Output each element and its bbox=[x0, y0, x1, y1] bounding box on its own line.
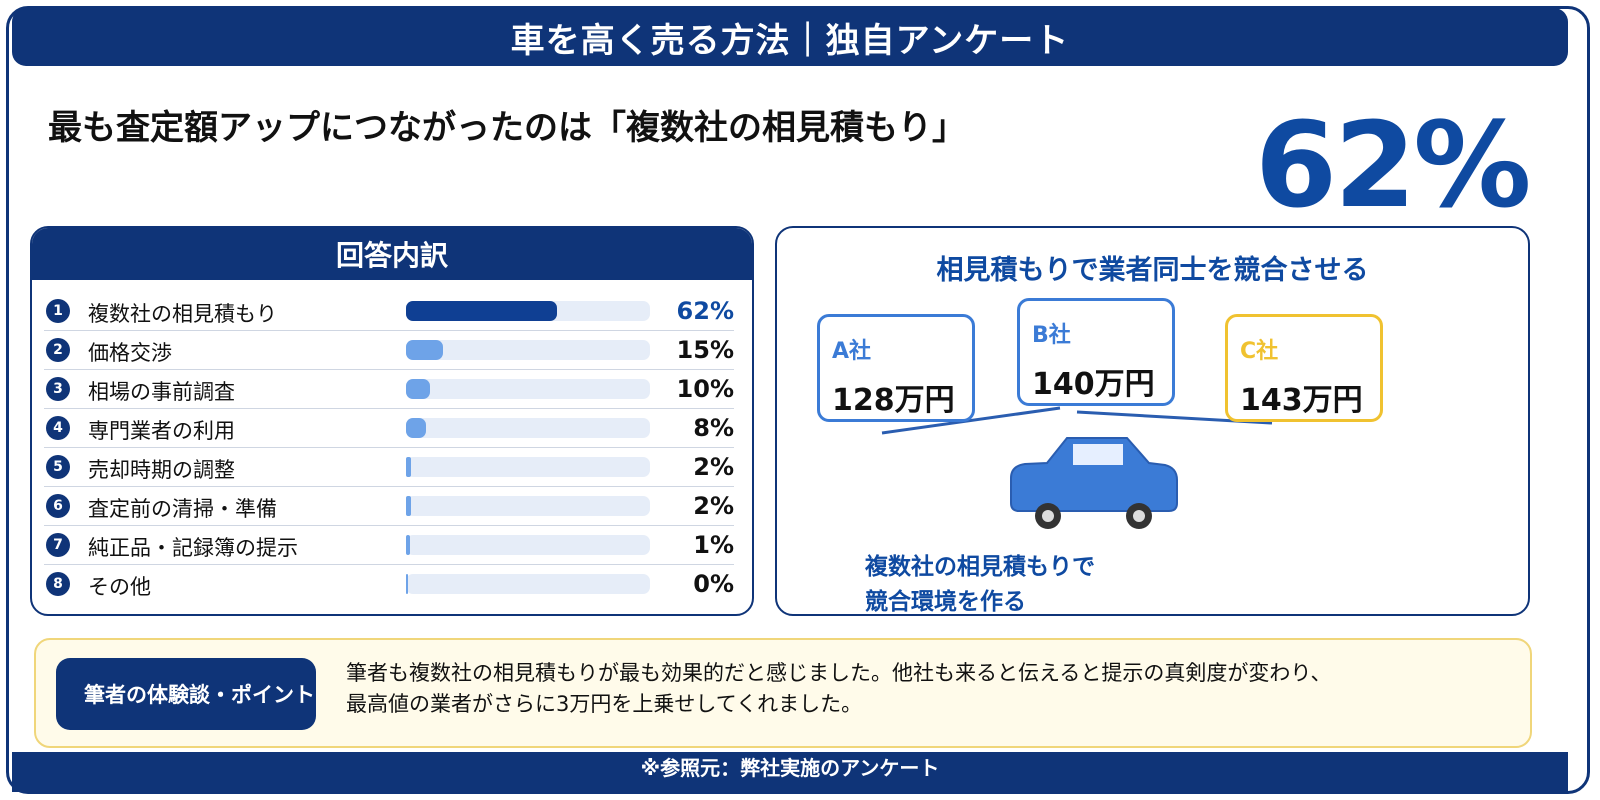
row-percentage: 2% bbox=[693, 492, 734, 520]
rank-badge: 8 bbox=[46, 572, 70, 596]
breakdown-row: 3 相場の事前調査 10% bbox=[44, 370, 734, 409]
rank-badge: 4 bbox=[46, 416, 70, 440]
note-line-2: 最高値の業者がさらに3万円を上乗せしてくれました。 bbox=[346, 692, 863, 716]
bar-track bbox=[406, 574, 650, 594]
bar-track bbox=[406, 340, 650, 360]
row-percentage: 0% bbox=[693, 570, 734, 598]
bar-track bbox=[406, 457, 650, 477]
breakdown-row: 5 売却時期の調整 2% bbox=[44, 448, 734, 487]
breakdown-row: 4 専門業者の利用 8% bbox=[44, 409, 734, 448]
infographic-frame bbox=[6, 6, 1590, 794]
rank-badge: 1 bbox=[46, 299, 70, 323]
bar-track bbox=[406, 418, 650, 438]
row-label: 価格交渉 bbox=[88, 341, 172, 365]
row-percentage: 1% bbox=[693, 531, 734, 559]
bar-fill bbox=[406, 340, 443, 360]
row-label: 売却時期の調整 bbox=[88, 458, 235, 482]
note-line-1: 筆者も複数社の相見積もりが最も効果的だと感じました。他社も来ると伝えると提示の真… bbox=[346, 661, 1332, 685]
headline: 最も査定額アップにつながったのは「複数社の相見積もり」 bbox=[48, 108, 966, 148]
bar-fill bbox=[406, 301, 558, 321]
caption-line-2: 競合環境を作る bbox=[865, 589, 1026, 615]
quote-price-b: 140万円 bbox=[1032, 367, 1155, 402]
row-percentage: 10% bbox=[676, 375, 734, 403]
bar-fill bbox=[406, 418, 426, 438]
bar-fill bbox=[406, 574, 408, 594]
bar-track bbox=[406, 301, 650, 321]
quote-price-c: 143万円 bbox=[1240, 383, 1363, 418]
comparison-title: 相見積もりで業者同士を競合させる bbox=[936, 255, 1369, 286]
quote-company-b: B社 bbox=[1032, 323, 1071, 348]
row-label: 複数社の相見積もり bbox=[88, 302, 277, 326]
quote-company-a: A社 bbox=[832, 339, 872, 364]
highlight-percentage: 62% bbox=[1255, 96, 1531, 234]
quote-card-b: B社 140万円 bbox=[1017, 298, 1175, 406]
caption-line-1: 複数社の相見積もりで bbox=[865, 554, 1095, 580]
row-percentage: 15% bbox=[676, 336, 734, 364]
car-icon bbox=[1010, 437, 1178, 529]
breakdown-row: 2 価格交渉 15% bbox=[44, 331, 734, 370]
bar-track bbox=[406, 379, 650, 399]
header-bar: 車を高く売る方法｜独自アンケート bbox=[12, 8, 1568, 66]
row-percentage: 8% bbox=[693, 414, 734, 442]
bar-track bbox=[406, 496, 650, 516]
row-label: 専門業者の利用 bbox=[88, 419, 235, 443]
rank-badge: 5 bbox=[46, 455, 70, 479]
comparison-caption: 複数社の相見積もりで 競合環境を作る bbox=[865, 550, 1095, 620]
author-note: 筆者の体験談・ポイント 筆者も複数社の相見積もりが最も効果的だと感じました。他社… bbox=[34, 638, 1532, 748]
breakdown-title: 回答内訳 bbox=[32, 228, 752, 280]
comparison-panel: 相見積もりで業者同士を競合させる A社 128万円 B社 140万円 C社 14… bbox=[775, 226, 1530, 616]
breakdown-panel: 回答内訳 1 複数社の相見積もり 62% 2 価格交渉 15% 3 相場の事前調査 10% 4 専門… bbox=[30, 226, 754, 616]
rank-badge: 6 bbox=[46, 494, 70, 518]
bar-fill bbox=[406, 496, 411, 516]
bar-fill bbox=[406, 379, 431, 399]
breakdown-row: 6 査定前の清掃・準備 2% bbox=[44, 487, 734, 526]
footer-source: ※参照元：弊社実施のアンケート bbox=[12, 752, 1568, 792]
row-label: その他 bbox=[88, 575, 151, 599]
quote-card-a: A社 128万円 bbox=[817, 314, 975, 422]
row-label: 純正品・記録簿の提示 bbox=[88, 536, 298, 560]
breakdown-row: 1 複数社の相見積もり 62% bbox=[44, 292, 734, 331]
quote-card-c: C社 143万円 bbox=[1225, 314, 1383, 422]
connector-line-a bbox=[881, 406, 1061, 435]
rank-badge: 7 bbox=[46, 533, 70, 557]
note-text: 筆者も複数社の相見積もりが最も効果的だと感じました。他社も来ると伝えると提示の真… bbox=[346, 658, 1516, 720]
quote-price-a: 128万円 bbox=[832, 383, 955, 418]
header-title: 車を高く売る方法｜独自アンケート bbox=[510, 20, 1070, 61]
quote-company-c: C社 bbox=[1240, 339, 1279, 364]
bar-fill bbox=[406, 457, 411, 477]
breakdown-row: 7 純正品・記録簿の提示 1% bbox=[44, 526, 734, 565]
rank-badge: 2 bbox=[46, 338, 70, 362]
row-label: 査定前の清掃・準備 bbox=[88, 497, 277, 521]
bar-track bbox=[406, 535, 650, 555]
row-percentage: 62% bbox=[676, 297, 734, 325]
row-percentage: 2% bbox=[693, 453, 734, 481]
rank-badge: 3 bbox=[46, 377, 70, 401]
bar-fill bbox=[406, 535, 410, 555]
breakdown-row: 8 その他 0% bbox=[44, 565, 734, 603]
row-label: 相場の事前調査 bbox=[88, 380, 235, 404]
note-tag: 筆者の体験談・ポイント bbox=[56, 658, 316, 730]
